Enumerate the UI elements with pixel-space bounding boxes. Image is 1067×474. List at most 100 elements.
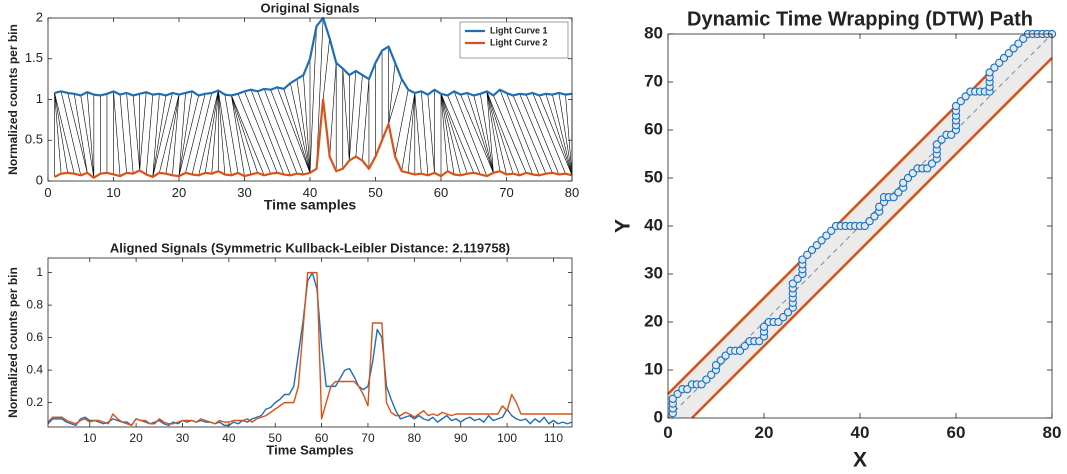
warping-line <box>211 90 219 174</box>
warping-line <box>440 93 468 174</box>
chart-title: Aligned Signals (Symmetric Kullback-Leib… <box>110 240 510 255</box>
warping-line <box>440 93 475 173</box>
path-point <box>985 68 994 77</box>
x-tick-label: 20 <box>755 423 774 442</box>
x-tick-label: 50 <box>269 431 283 445</box>
x-axis-label: X <box>853 449 867 472</box>
path-point <box>1009 44 1018 53</box>
warping-line <box>440 93 448 172</box>
path-point <box>707 370 716 379</box>
warping-line <box>231 95 258 173</box>
path-point <box>779 313 788 322</box>
x-tick-label: 40 <box>303 185 317 200</box>
y-tick-label: 30 <box>644 263 663 282</box>
warping-line <box>362 79 370 161</box>
warping-line <box>388 62 396 124</box>
path-point <box>788 279 797 288</box>
path-point <box>860 221 869 231</box>
y-axis-label: Y <box>612 219 635 233</box>
warping-line <box>218 90 232 176</box>
x-tick-label: 20 <box>129 431 143 445</box>
warping-line <box>519 93 553 173</box>
warping-line <box>178 95 199 177</box>
warping-line <box>486 91 501 172</box>
warping-line <box>473 95 494 173</box>
legend-label: Light Curve 2 <box>490 37 548 47</box>
warping-line <box>67 92 88 173</box>
path-point <box>903 173 913 183</box>
warping-line <box>60 91 82 176</box>
warping-line <box>152 93 160 177</box>
warping-line <box>303 75 311 173</box>
warping-line <box>224 94 239 173</box>
warping-line <box>283 88 311 173</box>
x-tick-label: 10 <box>106 185 120 200</box>
x-tick-label: 30 <box>237 185 251 200</box>
x-axis-label: Time Samples <box>266 442 353 457</box>
path-point <box>774 317 783 327</box>
warping-line <box>73 93 88 173</box>
series-line <box>54 16 573 97</box>
path-point <box>894 188 903 197</box>
warping-line <box>139 92 147 171</box>
path-point <box>961 92 970 101</box>
y-tick-label: 0.8 <box>26 297 43 311</box>
warping-line <box>355 75 363 157</box>
y-tick-label: 1.5 <box>25 50 43 65</box>
warping-line <box>486 91 494 173</box>
y-tick-label: 0.4 <box>26 362 43 376</box>
warping-line <box>145 94 154 175</box>
warping-line <box>119 94 127 173</box>
warping-line <box>54 92 68 173</box>
x-tick-label: 80 <box>1043 423 1062 442</box>
path-point <box>947 130 956 139</box>
path-point <box>937 135 946 144</box>
warping-line <box>499 89 533 175</box>
warping-line <box>309 26 317 173</box>
path-point <box>875 202 884 211</box>
warping-line <box>427 94 435 173</box>
path-point <box>908 169 917 178</box>
warping-line <box>388 79 402 125</box>
path-point <box>817 236 826 245</box>
series-line <box>47 271 572 427</box>
warping-line <box>565 94 573 176</box>
warping-line <box>414 92 422 174</box>
path-point <box>807 245 817 255</box>
path-point <box>923 164 932 173</box>
chart-title: Dynamic Time Wrapping (DTW) Path <box>687 8 1033 30</box>
warping-line <box>453 91 488 177</box>
y-tick-label: 1 <box>36 265 43 279</box>
plot-area <box>48 258 572 427</box>
warping-line <box>394 89 409 157</box>
warping-line <box>276 87 311 173</box>
warping-line <box>460 94 494 173</box>
path-point <box>755 337 764 346</box>
x-tick-label: 30 <box>176 431 190 445</box>
path-point <box>927 159 937 168</box>
warping-line <box>198 90 219 176</box>
y-tick-label: 2 <box>36 9 43 24</box>
warping-line <box>538 95 573 176</box>
warping-line <box>525 94 560 175</box>
path-point <box>1019 34 1028 43</box>
x-tick-label: 0 <box>663 423 672 442</box>
y-tick-label: 20 <box>644 311 663 330</box>
path-point <box>812 241 821 250</box>
warping-line <box>552 94 573 176</box>
path-point <box>999 53 1009 63</box>
y-tick-label: 0.2 <box>26 395 43 409</box>
warping-line <box>191 92 213 175</box>
warping-line <box>545 93 573 176</box>
warping-line <box>316 17 324 169</box>
legend-label: Light Curve 1 <box>490 25 548 35</box>
x-tick-label: 60 <box>947 423 966 442</box>
x-tick-label: 50 <box>368 185 382 200</box>
warping-line <box>342 68 350 161</box>
warping-line <box>204 90 219 173</box>
path-point <box>956 97 965 106</box>
warping-line <box>152 95 167 177</box>
path-point <box>899 178 908 187</box>
series-line <box>54 98 573 179</box>
